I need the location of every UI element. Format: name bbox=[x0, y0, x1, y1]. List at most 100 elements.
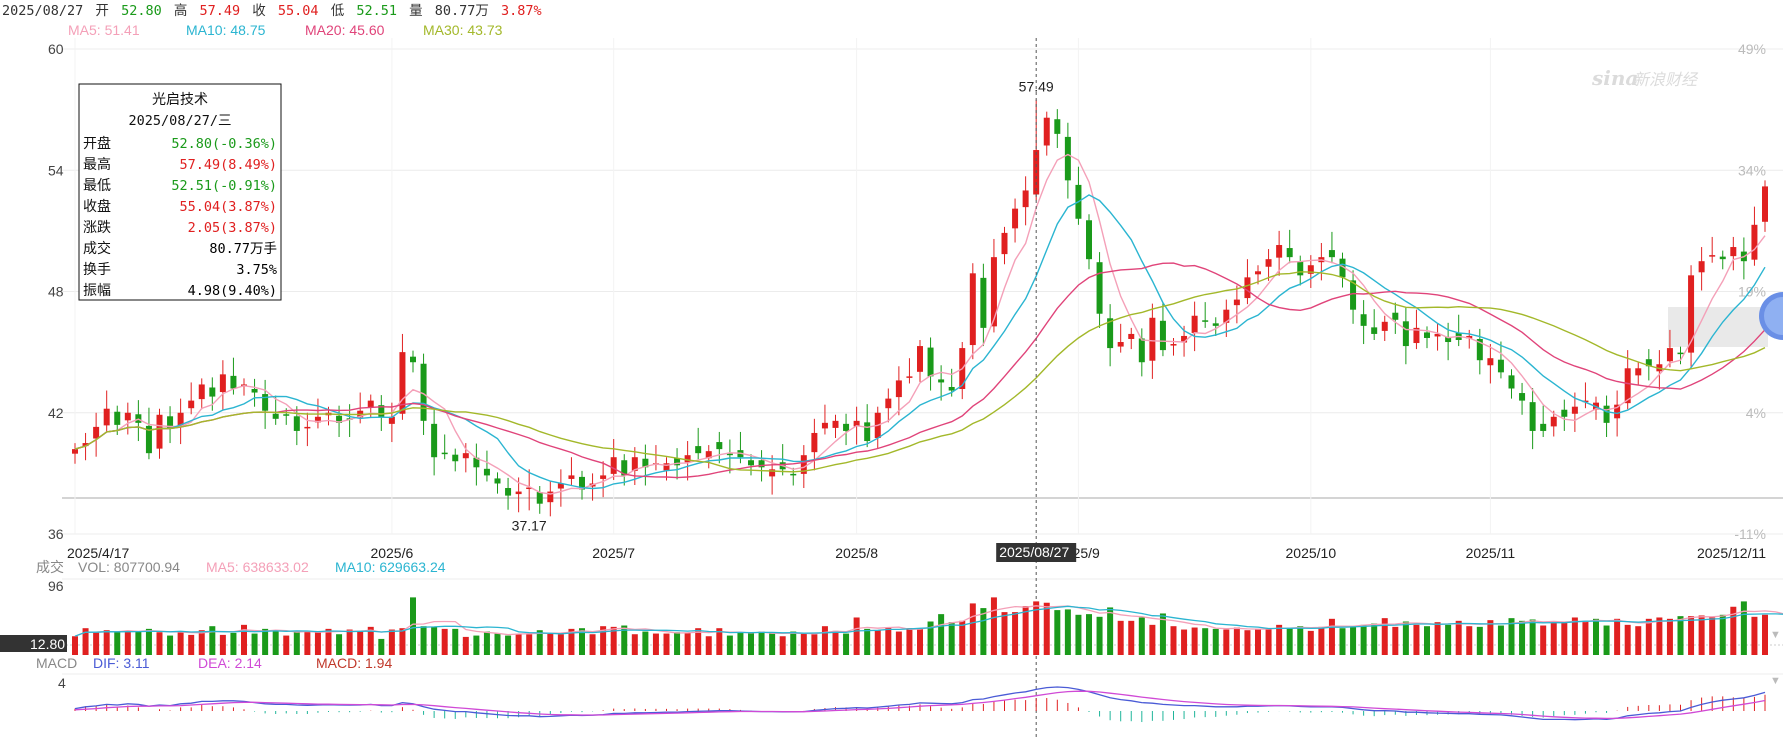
volume-bar bbox=[219, 634, 226, 655]
volume-bar bbox=[1001, 612, 1008, 655]
macd-value: MACD: 1.94 bbox=[316, 655, 392, 671]
ma5-line bbox=[74, 153, 1766, 495]
volume-bar bbox=[388, 629, 395, 655]
volume-bar bbox=[124, 630, 131, 655]
volume-bar bbox=[1561, 621, 1568, 655]
volume-axis-value: 12.80 bbox=[30, 636, 65, 652]
macd-dif: DIF: 3.11 bbox=[93, 655, 150, 671]
tooltip-row-value: 52.80(-0.36%) bbox=[171, 136, 277, 152]
volume-bar bbox=[483, 631, 490, 655]
volume-bar bbox=[135, 631, 142, 655]
volume-bar bbox=[1508, 618, 1515, 655]
volume-bar bbox=[1677, 616, 1684, 655]
candle-body bbox=[82, 443, 89, 447]
tooltip-row-value: 57.49(8.49%) bbox=[179, 157, 277, 173]
open-label: 开 bbox=[95, 3, 109, 19]
price-annotation: 37.17 bbox=[512, 517, 547, 533]
volume-bar bbox=[600, 626, 607, 655]
candle-body bbox=[1149, 317, 1156, 361]
candle-body bbox=[1677, 352, 1684, 355]
price-tick: 36 bbox=[48, 526, 64, 542]
candle-body bbox=[1466, 335, 1473, 339]
candle-body bbox=[283, 414, 290, 416]
volume-bar bbox=[948, 622, 955, 655]
volume-bar bbox=[800, 633, 807, 655]
macd-title: MACD bbox=[36, 655, 77, 671]
volume-bar bbox=[1265, 628, 1272, 655]
volume-bar bbox=[705, 636, 712, 655]
ma5-legend: MA5: 51.41 bbox=[68, 22, 140, 38]
candle-body bbox=[1508, 375, 1515, 389]
tooltip-row-value: 2.05(3.87%) bbox=[188, 220, 277, 236]
volume-bar bbox=[1645, 618, 1652, 655]
volume-bar bbox=[314, 632, 321, 655]
volume-bar bbox=[674, 632, 681, 655]
candle-body bbox=[621, 460, 628, 476]
candle-body bbox=[1424, 332, 1430, 338]
volume-bar bbox=[1371, 623, 1378, 655]
candle-body bbox=[1519, 393, 1526, 401]
ma-lines bbox=[74, 153, 1766, 495]
candle-body bbox=[1635, 368, 1642, 376]
candle-body bbox=[1212, 323, 1219, 326]
candle-body bbox=[399, 352, 406, 414]
tooltip-row-value: 55.04(3.87%) bbox=[179, 199, 277, 215]
candles bbox=[72, 99, 1768, 517]
candle-body bbox=[462, 453, 469, 459]
candle-body bbox=[885, 398, 892, 409]
volume-bar bbox=[589, 634, 596, 655]
macd-histogram bbox=[74, 694, 1766, 723]
sina-brand: sina bbox=[1591, 66, 1638, 90]
volume-bar bbox=[1445, 624, 1452, 655]
volume-bar bbox=[156, 632, 163, 655]
volume-bar bbox=[1117, 620, 1124, 655]
volume-bar bbox=[695, 628, 702, 655]
volume-bar bbox=[568, 628, 575, 655]
candle-body bbox=[1402, 321, 1409, 347]
macd-axis-label: 4 bbox=[58, 675, 66, 691]
tooltip-stock-name: 光启技术 bbox=[152, 91, 208, 107]
volume-bar bbox=[177, 631, 184, 655]
candle-body bbox=[1297, 261, 1304, 276]
candle-body bbox=[145, 425, 152, 454]
scroll-down-icon[interactable]: ▼ bbox=[1770, 629, 1781, 641]
volume-bar bbox=[515, 633, 522, 655]
side-panel-handle[interactable] bbox=[1759, 292, 1783, 340]
candle-body bbox=[1107, 318, 1114, 349]
candle-body bbox=[684, 455, 691, 463]
candle-body bbox=[1001, 232, 1008, 255]
candle-body bbox=[1339, 258, 1346, 278]
candle-body bbox=[378, 405, 385, 417]
volume-bar bbox=[293, 631, 300, 655]
scroll-down-icon-macd[interactable]: ▼ bbox=[1770, 675, 1781, 687]
candle-body bbox=[209, 387, 216, 397]
candle-body bbox=[1255, 271, 1261, 275]
volume-bar bbox=[821, 626, 828, 655]
volume-bar bbox=[631, 634, 638, 655]
volume-bar bbox=[1233, 627, 1240, 655]
volume-bar bbox=[230, 632, 237, 655]
candle-body bbox=[1138, 338, 1145, 363]
candle-body bbox=[990, 257, 997, 327]
volume-bar bbox=[1128, 620, 1135, 655]
volume-bar bbox=[536, 630, 543, 655]
price-axis: 60 54 48 42 36 bbox=[48, 41, 64, 542]
volume-bar bbox=[452, 628, 459, 655]
volume-max-label: 96 bbox=[48, 578, 64, 594]
vol-value: 80.77万 bbox=[435, 3, 489, 19]
tooltip-row-value: 4.98(9.40%) bbox=[188, 283, 277, 299]
volume-bar bbox=[1730, 606, 1737, 655]
candle-body bbox=[1497, 359, 1504, 373]
tooltip-row-label: 收盘 bbox=[83, 198, 111, 215]
volume-bar bbox=[716, 628, 723, 655]
candle-body bbox=[1614, 404, 1621, 419]
candle-body bbox=[410, 356, 416, 363]
volume-bar bbox=[811, 634, 818, 655]
candle-body bbox=[1698, 261, 1705, 273]
volume-bar bbox=[82, 628, 89, 655]
candle-body bbox=[219, 374, 226, 393]
volume-bar bbox=[1424, 626, 1430, 655]
volume-bar bbox=[304, 630, 311, 655]
volume-bar bbox=[1614, 618, 1621, 655]
